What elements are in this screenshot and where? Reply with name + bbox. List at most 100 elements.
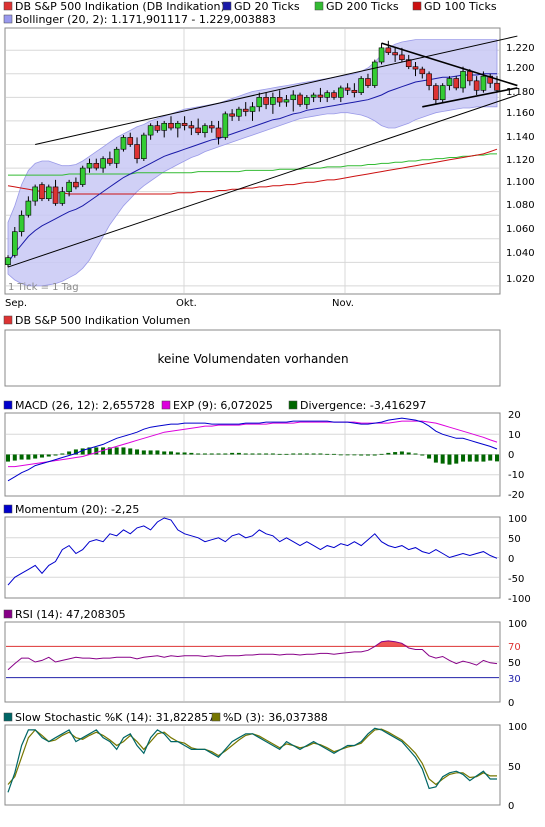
candle-body <box>229 113 235 117</box>
stoch-grid <box>6 726 499 804</box>
divergence-bar <box>372 454 377 456</box>
candle-body <box>412 66 419 70</box>
divergence-bar <box>399 451 404 455</box>
legend-swatch-price <box>3 1 13 11</box>
divergence-bar <box>433 454 438 463</box>
divergence-bar <box>447 454 452 465</box>
macd-line <box>7 417 498 482</box>
legend-stoch-k: Slow Stochastic %K (14): 31,822857 <box>15 711 215 724</box>
candle-body <box>494 82 500 91</box>
legend-swatch-momentum <box>3 504 13 514</box>
rsi-tick-label: 50 <box>508 658 521 669</box>
divergence-bar <box>148 450 153 455</box>
candle-body <box>378 47 385 63</box>
candle-body <box>358 78 364 93</box>
candle-body <box>276 97 283 103</box>
candle-body <box>487 75 494 84</box>
stoch-tick-label: 100 <box>508 722 527 733</box>
candle-body <box>453 78 460 89</box>
tick-note: 1 Tick = 1 Tag <box>8 282 79 293</box>
price-tick-label: 1.180 <box>506 87 535 98</box>
legend-macd: MACD (26, 12): 2,655728 <box>15 399 155 412</box>
candle-body <box>32 186 38 202</box>
rsi-grid <box>6 623 499 701</box>
rsi-line <box>7 640 498 671</box>
candle-body <box>317 94 324 98</box>
price-tick-label: 1.160 <box>506 108 535 119</box>
candle-body <box>236 108 242 117</box>
divergence-bar <box>6 454 10 462</box>
candle-body <box>107 158 113 164</box>
legend-swatch-bollinger <box>3 14 13 24</box>
candle-body <box>242 108 249 112</box>
candle-body <box>460 71 466 89</box>
divergence-bar <box>175 452 180 455</box>
divergence-bar <box>107 447 112 455</box>
divergence-bar <box>236 452 241 455</box>
candle-body <box>5 257 11 266</box>
divergence-bar <box>284 453 289 455</box>
divergence-bar <box>141 450 146 455</box>
candle-body <box>18 214 25 233</box>
divergence-bar <box>365 454 370 456</box>
divergence-bar <box>264 453 269 455</box>
candle-body <box>154 125 161 131</box>
divergence-bar <box>196 453 201 455</box>
divergence-bar <box>440 454 445 464</box>
divergence-bar <box>243 453 248 455</box>
divergence-bar <box>406 452 411 455</box>
divergence-bar <box>345 454 350 456</box>
momentum-line <box>7 517 498 586</box>
rsi-tick-label: 70 <box>508 642 521 653</box>
divergence-bar <box>87 447 92 455</box>
candle-body <box>39 184 45 200</box>
candle-body <box>188 125 195 129</box>
macd-tick-label: -10 <box>508 470 524 481</box>
macd-tick-label: 10 <box>508 430 521 441</box>
candle-body <box>331 92 337 98</box>
candle-body <box>290 94 297 101</box>
momentum-tick-label: -50 <box>508 574 524 585</box>
momentum-y-axis: 100 50 0 -50 -100 <box>508 514 531 605</box>
candle-body <box>249 106 256 112</box>
divergence-bar <box>216 453 221 455</box>
divergence-bar <box>162 451 167 455</box>
candle-body <box>100 158 106 169</box>
volume-plot-frame <box>4 329 501 387</box>
candle-body <box>304 97 310 105</box>
divergence-bar <box>73 449 78 455</box>
candle-body <box>351 89 358 93</box>
legend-divergence: Divergence: -3,416297 <box>300 399 426 412</box>
macd-tick-label: 0 <box>508 450 514 461</box>
divergence-bar <box>182 452 187 455</box>
candle-body <box>73 181 79 188</box>
divergence-bar <box>481 454 486 462</box>
divergence-bar <box>338 454 343 456</box>
candle-body <box>93 163 100 169</box>
candle-body <box>256 97 263 108</box>
rsi-tick-label: 30 <box>508 674 521 685</box>
divergence-bar <box>467 454 472 462</box>
legend-swatch-stoch-k <box>3 712 13 722</box>
legend-swatch-sma200 <box>314 1 324 11</box>
divergence-bar <box>80 448 85 455</box>
legend-stoch-d: %D (3): 36,037388 <box>223 711 328 724</box>
sma200-line <box>8 153 497 176</box>
price-tick-label: 1.060 <box>506 224 535 235</box>
divergence-bar <box>311 453 316 455</box>
candle-body <box>405 59 412 68</box>
divergence-bar <box>461 454 466 462</box>
legend-sma20: GD 20 Ticks <box>234 0 300 13</box>
divergence-bar <box>26 454 31 460</box>
candle-body <box>385 47 392 53</box>
divergence-bar <box>67 451 72 455</box>
main-legend: DB S&P 500 Indikation (DB Indikation) GD… <box>3 0 497 26</box>
divergence-bar <box>257 453 262 455</box>
legend-price: DB S&P 500 Indikation (DB Indikation) <box>15 0 225 13</box>
divergence-bar <box>488 454 493 461</box>
divergence-bar <box>291 453 296 455</box>
candle-body <box>419 68 426 75</box>
macd-legend: MACD (26, 12): 2,655728 EXP (9): 6,07202… <box>3 399 426 412</box>
legend-sma100: GD 100 Ticks <box>424 0 497 13</box>
